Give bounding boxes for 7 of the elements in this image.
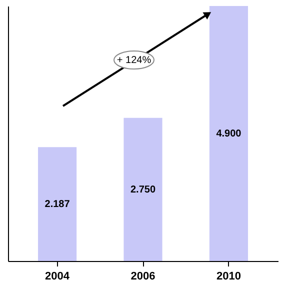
data-label: 2.187 bbox=[44, 199, 70, 210]
x-tick-label: 2010 bbox=[216, 270, 241, 282]
annotation: + 124% bbox=[116, 55, 152, 66]
x-tick-label: 2004 bbox=[45, 270, 70, 282]
x-tick-label: 2006 bbox=[130, 270, 156, 282]
data-label: 4.900 bbox=[216, 128, 242, 140]
data-label: 2.750 bbox=[130, 184, 156, 196]
